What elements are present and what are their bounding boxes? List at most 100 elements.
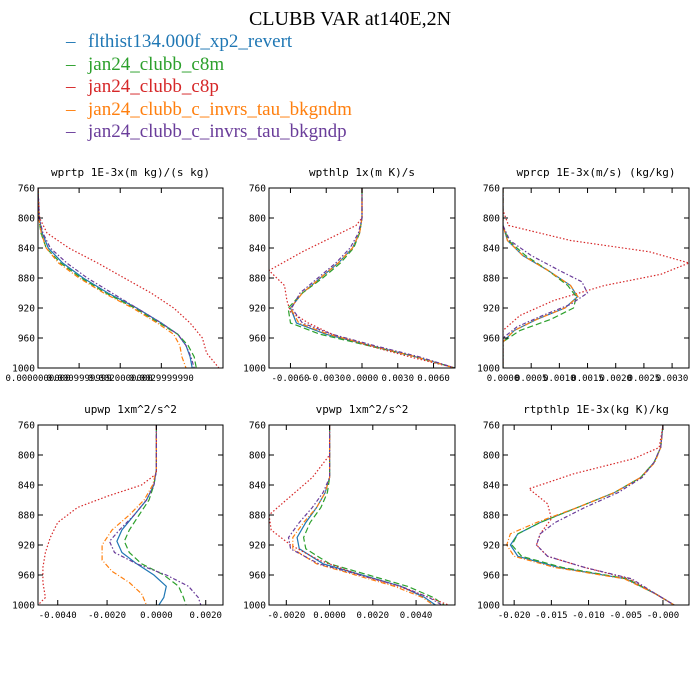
panel-title: wpthlp 1x(m K)/s — [309, 166, 415, 179]
x-tick-label: 0.0000000000 — [5, 374, 70, 384]
legend-swatch: – — [66, 53, 76, 75]
panel: upwp 1xm^2/s^2 760 800 840 880 920 960 1000 -0.0… — [12, 403, 224, 621]
y-tick-label: 880 — [249, 511, 266, 522]
y-tick-label: 960 — [483, 571, 500, 582]
y-tick-label: 880 — [18, 274, 35, 285]
series-line — [506, 425, 675, 605]
x-tick-label: 0.0009999999 — [47, 374, 112, 384]
x-tick-label: -0.005 — [610, 611, 643, 621]
legend-entry: – jan24_clubb_c8m — [66, 54, 352, 77]
y-tick-label: 920 — [483, 304, 500, 315]
y-tick-label: 800 — [249, 451, 266, 462]
series-line — [503, 188, 579, 368]
y-tick-label: 800 — [483, 451, 500, 462]
x-tick-label: 0.0000 — [313, 611, 346, 621]
legend-label: jan24_clubb_c_invrs_tau_bkgndp — [88, 121, 347, 142]
x-tick-label: 0.0029999990 — [129, 374, 194, 384]
y-tick-label: 1000 — [477, 364, 500, 375]
series-line — [509, 425, 675, 605]
plot-frame — [37, 424, 224, 606]
y-tick-label: 880 — [249, 274, 266, 285]
y-tick-label: 880 — [483, 274, 500, 285]
panel-title: rtpthlp 1E-3x(kg K)/kg — [523, 403, 669, 416]
y-tick-label: 840 — [483, 481, 500, 492]
panel: vpwp 1xm^2/s^2 760 800 840 880 920 960 1000-0.0… — [243, 403, 456, 621]
y-tick-label: 1000 — [12, 364, 35, 375]
y-tick-label: 800 — [483, 214, 500, 225]
legend-entry: – jan24_clubb_c8p — [66, 76, 352, 99]
series-line — [116, 425, 167, 605]
y-tick-label: 920 — [18, 304, 35, 315]
series-line — [503, 188, 577, 368]
legend-entry: – jan24_clubb_c_invrs_tau_bkgndp — [66, 121, 352, 144]
x-tick-label: 0.0020 — [357, 611, 390, 621]
x-tick-label: 0.0000 — [487, 374, 520, 384]
y-tick-label: 840 — [18, 481, 35, 492]
series-line — [302, 425, 445, 605]
x-tick-label: 0.0005 — [515, 374, 548, 384]
y-tick-label: 920 — [483, 541, 500, 552]
x-tick-label: -0.015 — [535, 611, 568, 621]
series-line — [101, 425, 157, 605]
x-tick-label: 0.0000 — [346, 374, 379, 384]
y-tick-label: 760 — [249, 421, 266, 432]
x-tick-label: -0.000 — [647, 611, 680, 621]
y-tick-label: 760 — [18, 184, 35, 195]
series-line — [269, 188, 455, 368]
y-tick-label: 840 — [483, 244, 500, 255]
plot-frame — [268, 424, 456, 606]
y-tick-label: 1000 — [12, 601, 35, 612]
series-line — [511, 425, 675, 605]
y-tick-label: 960 — [18, 334, 35, 345]
panel-title: wprtp 1E-3x(m kg)/(s kg) — [51, 166, 210, 179]
x-tick-label: 0.0030 — [656, 374, 689, 384]
x-tick-label: 0.0040 — [400, 611, 433, 621]
series-line — [287, 188, 455, 368]
y-tick-label: 1000 — [243, 601, 266, 612]
y-tick-label: 960 — [18, 571, 35, 582]
series-line — [289, 188, 455, 368]
legend-label: jan24_clubb_c8p — [88, 76, 219, 97]
legend-swatch: – — [66, 31, 76, 52]
legend-label: jan24_clubb_c8m — [88, 53, 225, 75]
x-tick-label: -0.020 — [498, 611, 531, 621]
series-line — [290, 188, 455, 368]
y-tick-label: 840 — [249, 481, 266, 492]
y-tick-label: 920 — [249, 541, 266, 552]
panel-title: upwp 1xm^2/s^2 — [84, 403, 177, 416]
plot-frame — [37, 187, 224, 369]
x-tick-label: 0.0020 — [599, 374, 632, 384]
series-line — [38, 188, 197, 368]
y-tick-label: 960 — [249, 571, 266, 582]
series-line — [503, 188, 589, 368]
x-tick-label: 0.0020 — [189, 611, 222, 621]
legend-entry: – jan24_clubb_c_invrs_tau_bkgndm — [66, 99, 352, 122]
panel-title: wprcp 1E-3x(m/s) (kg/kg) — [517, 166, 676, 179]
y-tick-label: 920 — [18, 541, 35, 552]
x-tick-label: 0.0020000000 — [88, 374, 153, 384]
x-tick-label: -0.0060 — [271, 374, 309, 384]
y-tick-label: 880 — [483, 511, 500, 522]
series-line — [503, 188, 579, 368]
y-tick-label: 960 — [483, 334, 500, 345]
x-tick-label: 0.0030 — [382, 374, 415, 384]
legend-swatch: – — [66, 76, 76, 97]
series-line — [287, 425, 443, 605]
series-line — [289, 188, 455, 368]
series-line — [535, 425, 675, 605]
plot-frame — [502, 424, 690, 606]
panel: wprtp 1E-3x(m kg)/(s kg) 760 800 840 880 920 9… — [5, 166, 224, 384]
x-tick-label: 0.0000 — [140, 611, 173, 621]
series-line — [38, 425, 157, 605]
y-tick-label: 1000 — [477, 601, 500, 612]
series-line — [38, 188, 220, 368]
y-tick-label: 800 — [18, 451, 35, 462]
x-tick-label: 0.0025 — [628, 374, 661, 384]
series-line — [503, 188, 689, 368]
panel: rtpthlp 1E-3x(kg K)/kg 760 800 840 880 920 960… — [477, 403, 690, 621]
x-tick-label: -0.0020 — [88, 611, 126, 621]
plot-frame — [502, 187, 690, 369]
y-tick-label: 920 — [249, 304, 266, 315]
legend-label: jan24_clubb_c_invrs_tau_bkgndm — [88, 98, 352, 120]
